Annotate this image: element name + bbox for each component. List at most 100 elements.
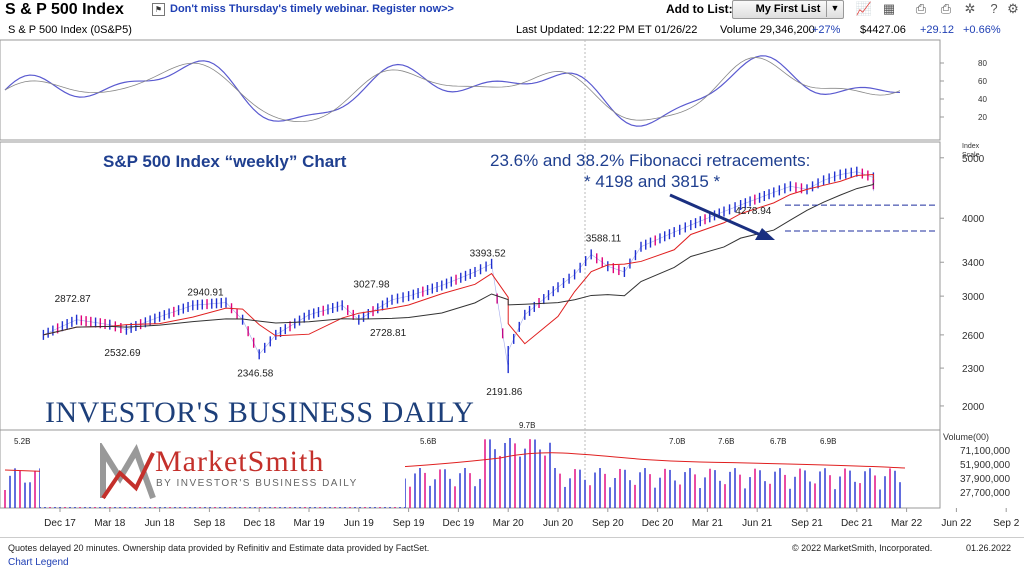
- volume-bar-label: 7.6B: [718, 437, 734, 446]
- x-tick-label: Sep 19: [393, 518, 425, 529]
- stochastic-tick-label: 40: [978, 95, 987, 104]
- stochastic-d-line: [4, 57, 901, 123]
- volume-tick-label: 71,100,000: [960, 446, 1010, 457]
- price-tick-label: 3000: [962, 292, 985, 303]
- x-tick-label: Sep 20: [592, 518, 624, 529]
- x-tick-label: Dec 19: [443, 518, 475, 529]
- x-tick-label: Mar 18: [94, 518, 126, 529]
- line-chart-icon[interactable]: 📈: [855, 1, 873, 16]
- price-callout-label: 2191.86: [486, 387, 523, 398]
- price-tick-label: 2600: [962, 331, 985, 342]
- x-tick-label: Dec 20: [642, 518, 674, 529]
- stochastic-panel: 20 40 60 80: [4, 55, 987, 127]
- chart-frames: [0, 39, 1024, 538]
- volume-bar-label: 5.6B: [420, 437, 436, 446]
- promo-flag-icon: ⚑: [152, 3, 165, 16]
- price-callout-label: 3027.98: [353, 280, 390, 291]
- stochastic-tick-label: 80: [978, 59, 987, 68]
- x-tick-label: Dec 21: [841, 518, 873, 529]
- volume-bar-label: 6.7B: [770, 437, 786, 446]
- stochastic-frame: [0, 39, 941, 141]
- price-tick-label: 5000: [962, 154, 985, 165]
- page-title: S & P 500 Index: [5, 1, 124, 18]
- price-callout-label: 2532.69: [104, 348, 141, 359]
- price-callout-label: 2346.58: [237, 369, 274, 380]
- gear-icon[interactable]: ⚙: [1007, 1, 1019, 16]
- x-tick-label: Jun 20: [543, 518, 573, 529]
- price-change-pct: +0.66%: [963, 24, 1001, 36]
- last-updated: Last Updated: 12:22 PM ET 01/26/22: [516, 24, 698, 36]
- price-tick-label: 4000: [962, 214, 985, 225]
- x-tick-label: Sep 21: [791, 518, 823, 529]
- volume-tick-label: 27,700,000: [960, 488, 1010, 499]
- x-tick-label: Jun 18: [145, 518, 175, 529]
- volume-bar-label: 5.2B: [14, 437, 30, 446]
- print-icon[interactable]: ⎙: [940, 1, 952, 16]
- webinar-promo-link[interactable]: Don't miss Thursday's timely webinar. Re…: [170, 3, 454, 15]
- x-tick-label: Mar 22: [891, 518, 923, 529]
- volume-tick-label: 51,900,000: [960, 460, 1010, 471]
- volume-bar-label: 7.0B: [669, 437, 685, 446]
- volume-panel: Volume(00) 71,100,000 51,900,000 37,900,000…: [4, 421, 1010, 508]
- price-tick-label: 2000: [962, 402, 985, 413]
- price-line: [43, 171, 874, 369]
- x-tick-label: Jun 21: [742, 518, 772, 529]
- list-select[interactable]: My First List: [732, 0, 844, 19]
- quotes-note: Quotes delayed 20 minutes. Ownership dat…: [8, 543, 430, 553]
- grid-layout-icon[interactable]: ▦: [882, 1, 896, 16]
- price-callout-label: 3393.52: [470, 249, 507, 260]
- chevron-down-icon[interactable]: ▼: [826, 0, 843, 17]
- volume-readout: Volume 29,346,200: [720, 24, 815, 36]
- fib-arrowhead: [755, 228, 775, 240]
- volume-axis-label: Volume(00): [943, 432, 989, 442]
- price-callout-label: 3588.11: [586, 234, 622, 245]
- volume-tick-label: 37,900,000: [960, 474, 1010, 485]
- volume-bar-label: 6.9B: [820, 437, 836, 446]
- marketsmith-logo-text: MarketSmith: [155, 445, 325, 478]
- x-tick-label: Dec 18: [243, 518, 275, 529]
- fib-annotation-line2: * 4198 and 3815 *: [584, 172, 721, 191]
- list-select-value: My First List: [755, 3, 821, 15]
- fib-arrow: [669, 193, 764, 238]
- x-tick-label: Sep 2: [993, 518, 1020, 529]
- price-axis-label: Scale: [962, 152, 980, 159]
- x-tick-label: Sep 18: [194, 518, 226, 529]
- price-callout-label: 2872.87: [55, 294, 92, 305]
- volume-pct: +27%: [812, 24, 841, 36]
- price-tick-label: 3400: [962, 258, 985, 269]
- price-tick-label: 2300: [962, 364, 985, 375]
- price-callout-label: 4278.94: [735, 206, 772, 217]
- marketsmith-logo-box: [40, 435, 405, 507]
- price-panel: Index Scale 2000 2300 2600 3000 3400 4000 5000 28…: [42, 143, 985, 413]
- volume-bar-label: 9.7B: [519, 421, 535, 430]
- marketsmith-mark-icon: [100, 443, 156, 500]
- ma-short-line: [43, 174, 874, 345]
- price-readout: $4427.06: [860, 24, 906, 36]
- x-tick-label: Jun 22: [941, 518, 971, 529]
- price-axis-label: Index: [962, 143, 980, 150]
- x-tick-label: Dec 17: [44, 518, 76, 529]
- stochastic-tick-label: 60: [978, 77, 987, 86]
- pdf-icon[interactable]: ⎙: [915, 1, 927, 16]
- fib-annotation-line1: 23.6% and 38.2% Fibonacci retracements:: [490, 151, 811, 170]
- marketsmith-logo-subtitle: BY INVESTOR'S BUSINESS DAILY: [156, 478, 358, 489]
- price-change: +29.12: [920, 24, 954, 36]
- footer-date: 01.26.2022: [966, 543, 1012, 553]
- price-callout-label: 2940.91: [187, 288, 224, 299]
- ibd-logo: INVESTOR'S BUSINESS DAILY: [45, 396, 475, 429]
- stochastic-k-line: [4, 55, 901, 127]
- ma-long-line: [43, 182, 874, 336]
- chart-legend-link[interactable]: Chart Legend: [8, 557, 69, 568]
- price-callout-label: 2728.81: [370, 328, 407, 339]
- chart-canvas: 20 40 60 80 Volume(00) 71,100,000 51,900,000 3…: [0, 39, 1024, 538]
- add-to-list-label: Add to List:: [666, 2, 733, 16]
- x-tick-label: Jun 19: [344, 518, 374, 529]
- x-axis: Dec 17 Mar 18 Jun 18 Sep 18 Dec 18 Mar 19 Jun …: [44, 508, 1020, 529]
- settings-wrench-icon[interactable]: ✲: [964, 1, 976, 16]
- x-tick-label: Mar 21: [692, 518, 724, 529]
- symbol-label: S & P 500 Index (0S&P5): [8, 24, 132, 36]
- help-icon[interactable]: ?: [990, 1, 998, 16]
- copyright: © 2022 MarketSmith, Incorporated.: [792, 543, 933, 553]
- x-tick-label: Mar 19: [293, 518, 325, 529]
- chart-annotation-title: S&P 500 Index “weekly” Chart: [103, 152, 347, 171]
